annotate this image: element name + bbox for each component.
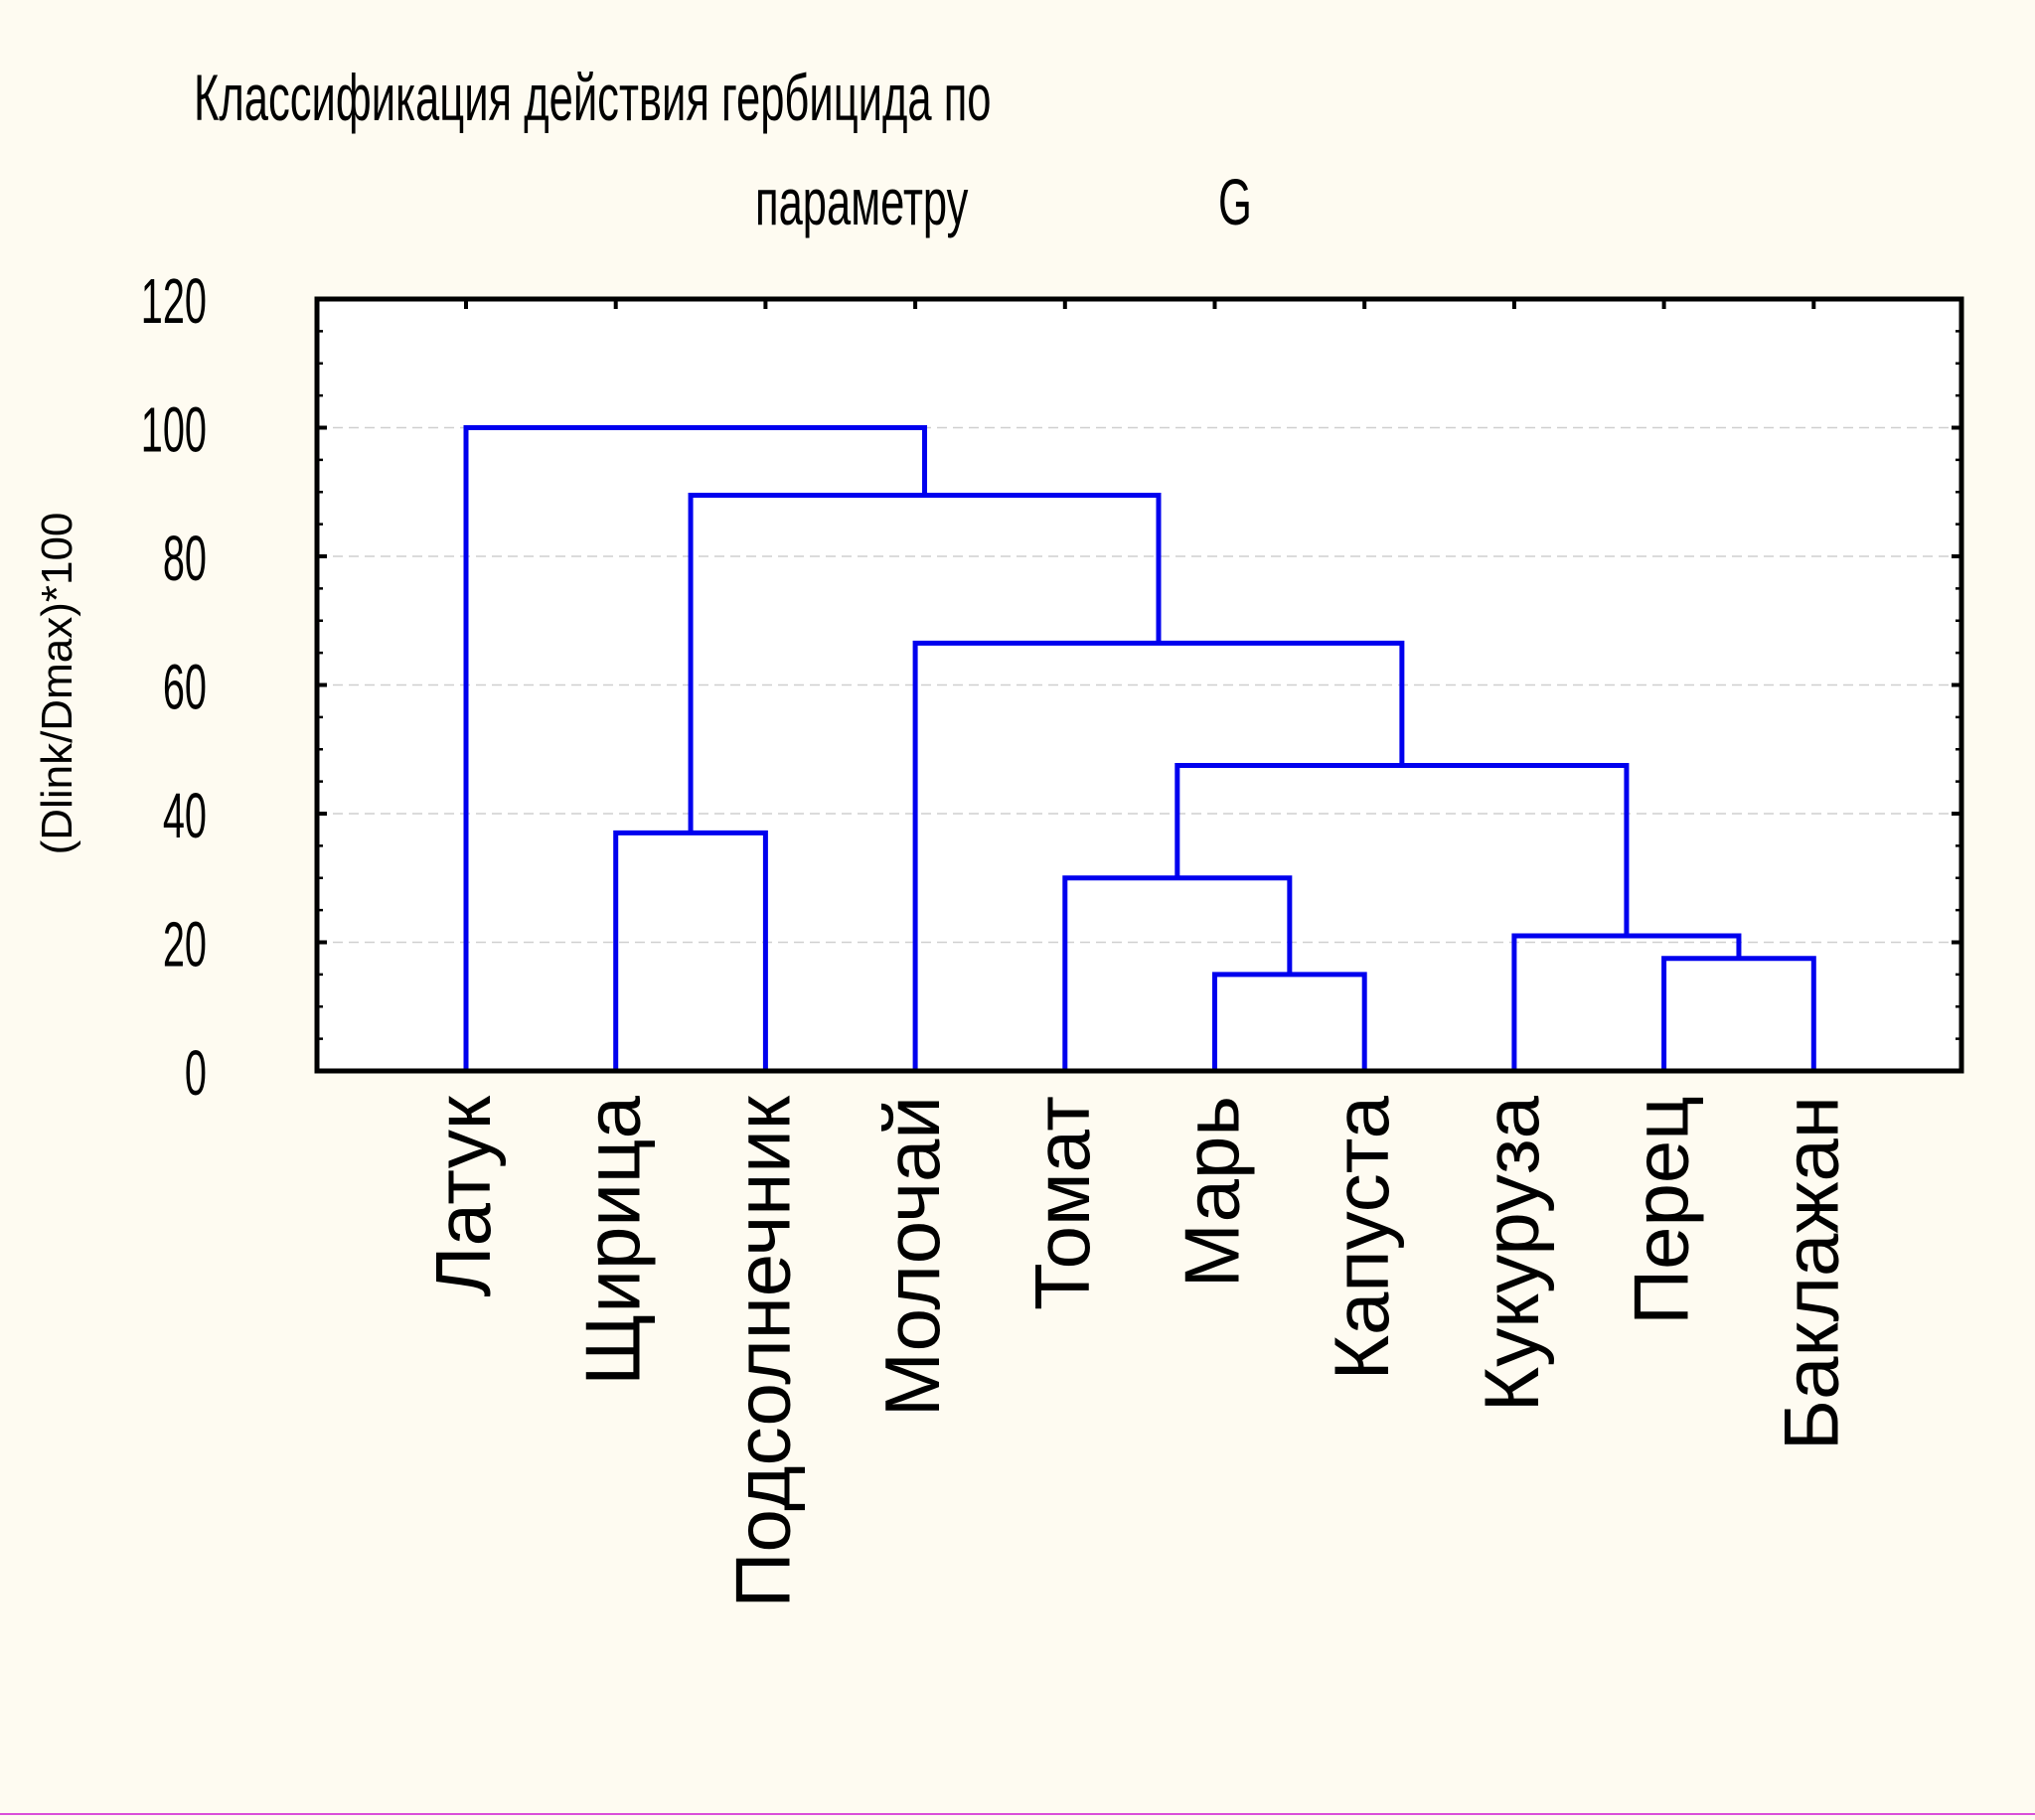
y-tick-label: 20 (163, 910, 207, 981)
chart-title-line2a: параметру (755, 165, 968, 238)
leaf-label: Капуста (1318, 1095, 1405, 1380)
y-tick-label: 80 (163, 525, 207, 595)
dendrogram-links (463, 425, 1816, 1071)
axis-ticks (317, 297, 1961, 1073)
leaf-label: Латук (419, 1095, 507, 1296)
y-axis-label: (Dlink/Dmax)*100 (33, 513, 81, 855)
leaf-label: Подсолнечник (718, 1095, 806, 1607)
leaf-label: Томат (1018, 1096, 1106, 1310)
leaf-label: Кукуруза (1468, 1095, 1555, 1412)
leaf-label: Щирица (569, 1095, 657, 1385)
y-tick-label: 40 (163, 782, 207, 852)
leaf-label: Баклажан (1767, 1096, 1854, 1450)
chart-title-line1: Классификация действия гербицида по (194, 61, 992, 134)
tick-labels: 0 20 40 60 80 100 120 Латук Щирица Подсолнечник Мо… (141, 267, 1854, 1608)
y-tick-label: 100 (141, 395, 207, 466)
bottom-border (0, 1813, 2035, 1815)
leaf-label: Перец (1618, 1096, 1705, 1325)
dendrogram-link (1174, 762, 1630, 937)
chart-title-line2b: G (1218, 165, 1252, 238)
y-tick-label: 0 (185, 1039, 207, 1110)
leaf-label: Марь (1169, 1096, 1256, 1288)
y-tick-label: 60 (163, 653, 207, 723)
dendrogram-link (1661, 956, 1816, 1071)
y-tick-label: 120 (141, 267, 207, 338)
leaf-label: Молочай (868, 1096, 956, 1417)
dendrogram-link (463, 425, 928, 1071)
